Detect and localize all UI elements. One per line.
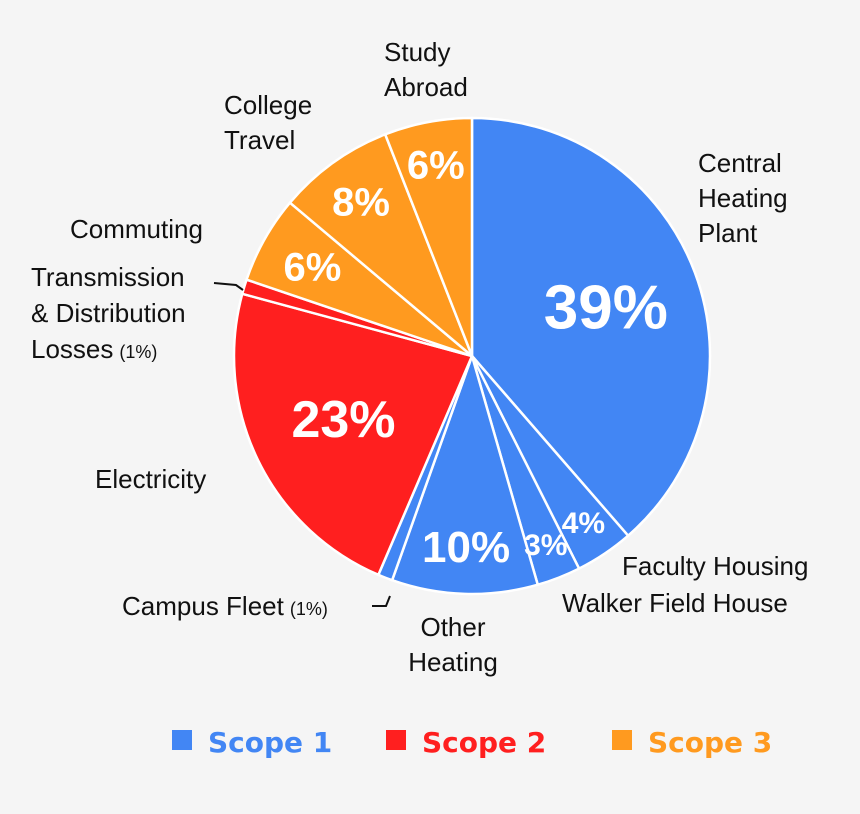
legend-label-scope-2: Scope 2 [422,726,546,759]
category-label-commuting: Commuting [70,214,203,244]
pie-slice-study-abroad [383,116,474,358]
pie-slice-electricity [232,292,474,577]
slice-value-labels: 39% 4%3% 10% 23% 6% 8% 6% [283,144,667,572]
legend-label-scope-3: Scope 3 [648,726,772,759]
value-label-electricity: 23% [291,391,395,449]
category-label-campus-fleet: Campus Fleet (1%) [122,591,328,621]
value-label-commuting: 6% [283,245,341,289]
legend-swatch-scope-1 [172,730,192,750]
value-label-walker-field-house: 3% [524,529,567,562]
slice-category-labels: Central Heating Plant Faculty Housing Walker… [31,37,808,677]
category-label-other-heating: Other Heating [408,612,498,677]
category-label-walker-field-house: Walker Field House [562,588,788,618]
leader-line-campus-fleet [372,595,391,607]
legend: Scope 1 Scope 2 Scope 3 [172,726,772,759]
value-label-college-travel: 8% [332,181,390,225]
value-label-faculty-housing: 4% [562,507,605,540]
value-label-other-heating: 10% [422,523,510,572]
value-label-central-heating-plant: 39% [544,273,668,342]
category-label-transmission-and-distribution-losses: Transmission & Distribution Losses (1%) [31,262,186,364]
legend-swatch-scope-2 [386,730,406,750]
legend-swatch-scope-3 [612,730,632,750]
value-label-study-abroad: 6% [407,144,465,188]
category-label-faculty-housing: Faculty Housing [622,551,808,581]
legend-label-scope-1: Scope 1 [208,726,332,759]
category-label-central-heating-plant: Central Heating Plant [698,148,788,248]
pie-slices [232,116,712,596]
category-label-study-abroad: Study Abroad [384,37,468,102]
leader-line-transmission-and-distribution-losses [213,282,244,291]
pie-slice-college-travel [288,133,474,358]
pie-slice-other-heating [390,354,540,596]
category-label-college-travel: College Travel [224,90,312,155]
pie-slice-central-heating-plant [470,116,712,537]
category-label-electricity: Electricity [95,464,206,494]
